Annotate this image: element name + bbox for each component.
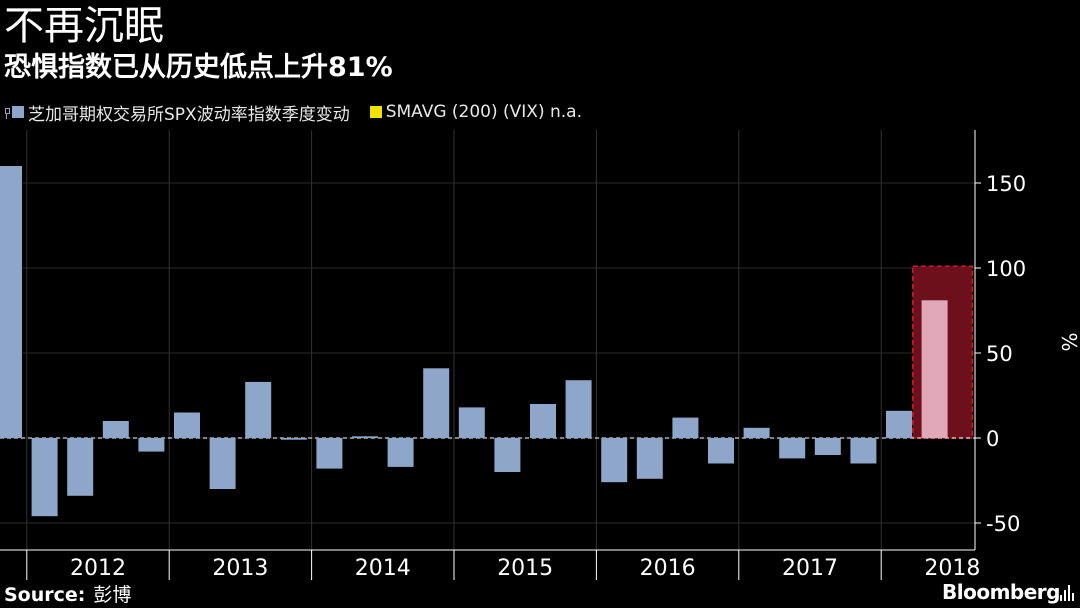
bar xyxy=(174,412,200,438)
legend-item-vix-change[interactable]: 芝加哥期权交易所SPX波动率指数季度变动 xyxy=(12,100,350,125)
bar xyxy=(601,438,628,483)
y-tick-label: 100 xyxy=(986,257,1026,281)
legend-label-vix-change: 芝加哥期权交易所SPX波动率指数季度变动 xyxy=(28,104,350,125)
legend-swatch-blue xyxy=(12,106,24,118)
x-tick-label: 2013 xyxy=(212,556,268,581)
y-tick-label: 150 xyxy=(986,172,1026,196)
bar xyxy=(31,438,58,517)
legend-swatch-yellow xyxy=(369,106,382,118)
x-tick-label: 2014 xyxy=(355,556,411,581)
bar xyxy=(102,421,129,438)
source-label: Source: xyxy=(4,584,86,606)
bar xyxy=(316,438,343,469)
bar xyxy=(280,438,307,440)
bloomberg-chart-icon xyxy=(1060,583,1074,601)
bar xyxy=(636,438,663,479)
x-tick-label: 2012 xyxy=(70,556,126,581)
x-tick-label: 2015 xyxy=(497,556,553,581)
subtitle-text: 恐惧指数已从历史低点上升 xyxy=(4,52,328,83)
bar xyxy=(779,438,806,459)
bar xyxy=(245,381,272,438)
x-tick-label: 2018 xyxy=(924,556,980,581)
bar xyxy=(209,438,236,489)
bloomberg-logo: Bloomberg xyxy=(942,580,1060,604)
bar xyxy=(743,427,770,438)
bar-highlight xyxy=(921,300,948,438)
bar xyxy=(138,438,165,452)
chart-subtitle: 恐惧指数已从历史低点上升81% xyxy=(4,52,393,84)
legend-handle-icon xyxy=(4,105,10,119)
bar xyxy=(494,438,521,472)
y-axis-unit-label: % xyxy=(1057,332,1080,351)
bar xyxy=(423,368,450,438)
bar xyxy=(530,404,556,438)
y-tick-label: -50 xyxy=(986,512,1020,536)
x-tick-label: 2017 xyxy=(782,556,838,581)
bar xyxy=(352,436,378,438)
bar xyxy=(67,438,94,496)
chart-title: 不再沉眠 xyxy=(4,3,164,49)
chart-legend: 芝加哥期权交易所SPX波动率指数季度变动 SMAVG (200) (VIX) n… xyxy=(4,100,602,125)
legend-label-smavg: SMAVG (200) (VIX) n.a. xyxy=(385,102,582,122)
bar xyxy=(458,407,485,438)
bar xyxy=(0,166,22,438)
bar xyxy=(814,438,841,455)
bar xyxy=(886,410,912,438)
bar xyxy=(565,380,592,438)
x-tick-label: 2016 xyxy=(640,556,696,581)
bar xyxy=(708,438,734,464)
bar xyxy=(850,438,877,464)
y-tick-label: 50 xyxy=(986,342,1013,366)
source-note: Source: 彭博 xyxy=(4,580,131,607)
source-value: 彭博 xyxy=(93,584,132,606)
bar xyxy=(387,438,414,467)
bar xyxy=(672,417,699,438)
legend-item-smavg[interactable]: SMAVG (200) (VIX) n.a. xyxy=(369,102,582,122)
subtitle-highlight: 81% xyxy=(328,52,393,83)
y-tick-label: 0 xyxy=(986,427,999,451)
